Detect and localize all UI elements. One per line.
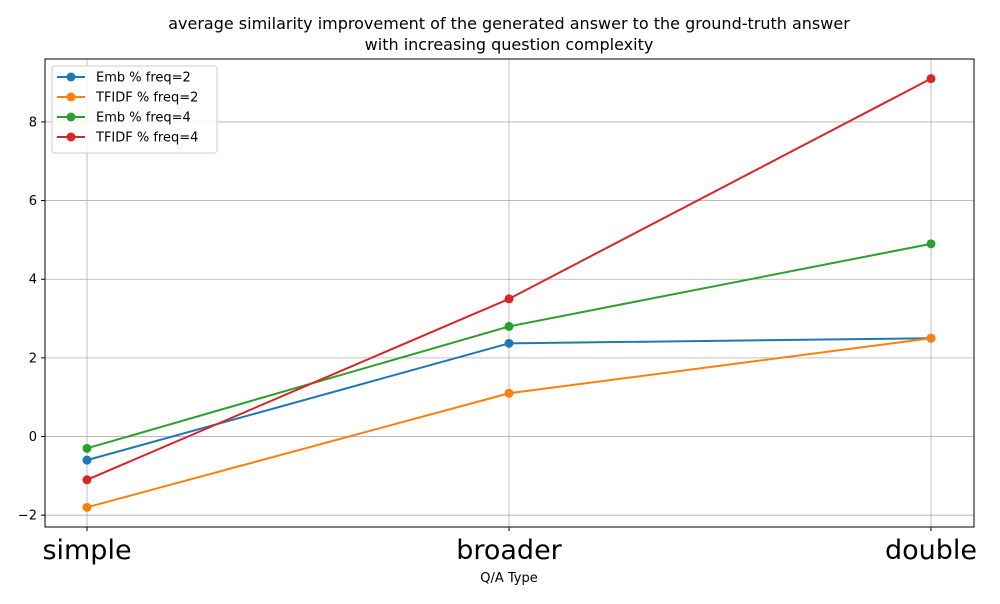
legend-entry: TFIDF % freq=4 (57, 131, 198, 146)
series-group (82, 74, 936, 512)
x-tick-label: simple (42, 535, 131, 566)
data-point (926, 333, 936, 343)
y-tick-label: 6 (29, 194, 37, 209)
legend-entry: TFIDF % freq=2 (57, 91, 198, 106)
legend-label: Emb % freq=4 (96, 111, 191, 126)
data-point (926, 74, 936, 84)
y-tick-label: 4 (29, 273, 37, 288)
series-2 (82, 333, 936, 512)
x-tick-label: broader (456, 535, 562, 566)
legend-swatch-marker (66, 132, 76, 142)
x-tick-label: double (885, 535, 977, 566)
legend-label: Emb % freq=2 (96, 71, 191, 86)
data-point (82, 443, 92, 453)
y-tick-label: 0 (29, 430, 37, 445)
legend-entry: Emb % freq=4 (57, 111, 191, 126)
y-tick-label: −2 (18, 509, 37, 524)
data-point (504, 294, 514, 304)
data-point (926, 239, 936, 249)
data-point (82, 502, 92, 512)
legend-swatch-marker (66, 92, 76, 102)
series-4 (82, 74, 936, 485)
x-axis-ticks: simple broader double (42, 527, 977, 566)
chart-title-line-2: with increasing question complexity (365, 35, 654, 54)
legend-swatch-marker (66, 72, 76, 82)
y-tick-label: 8 (29, 115, 37, 130)
series-3 (82, 239, 936, 453)
y-axis-ticks: −2 0 2 4 6 8 (18, 115, 45, 524)
legend-swatch-marker (66, 112, 76, 122)
legend: Emb % freq=2 TFIDF % freq=2 Emb % freq=4 TF… (51, 65, 218, 154)
legend-label: TFIDF % freq=4 (95, 131, 198, 146)
x-axis-label: Q/A Type (480, 571, 538, 586)
data-point (82, 455, 92, 465)
legend-entry: Emb % freq=2 (57, 71, 191, 86)
data-point (504, 388, 514, 398)
legend-box (51, 65, 218, 154)
y-tick-label: 2 (29, 351, 37, 366)
legend-label: TFIDF % freq=2 (95, 91, 198, 106)
data-point (504, 321, 514, 331)
data-point (504, 338, 514, 348)
chart-title-line-1: average similarity improvement of the ge… (168, 14, 850, 33)
data-point (82, 475, 92, 485)
